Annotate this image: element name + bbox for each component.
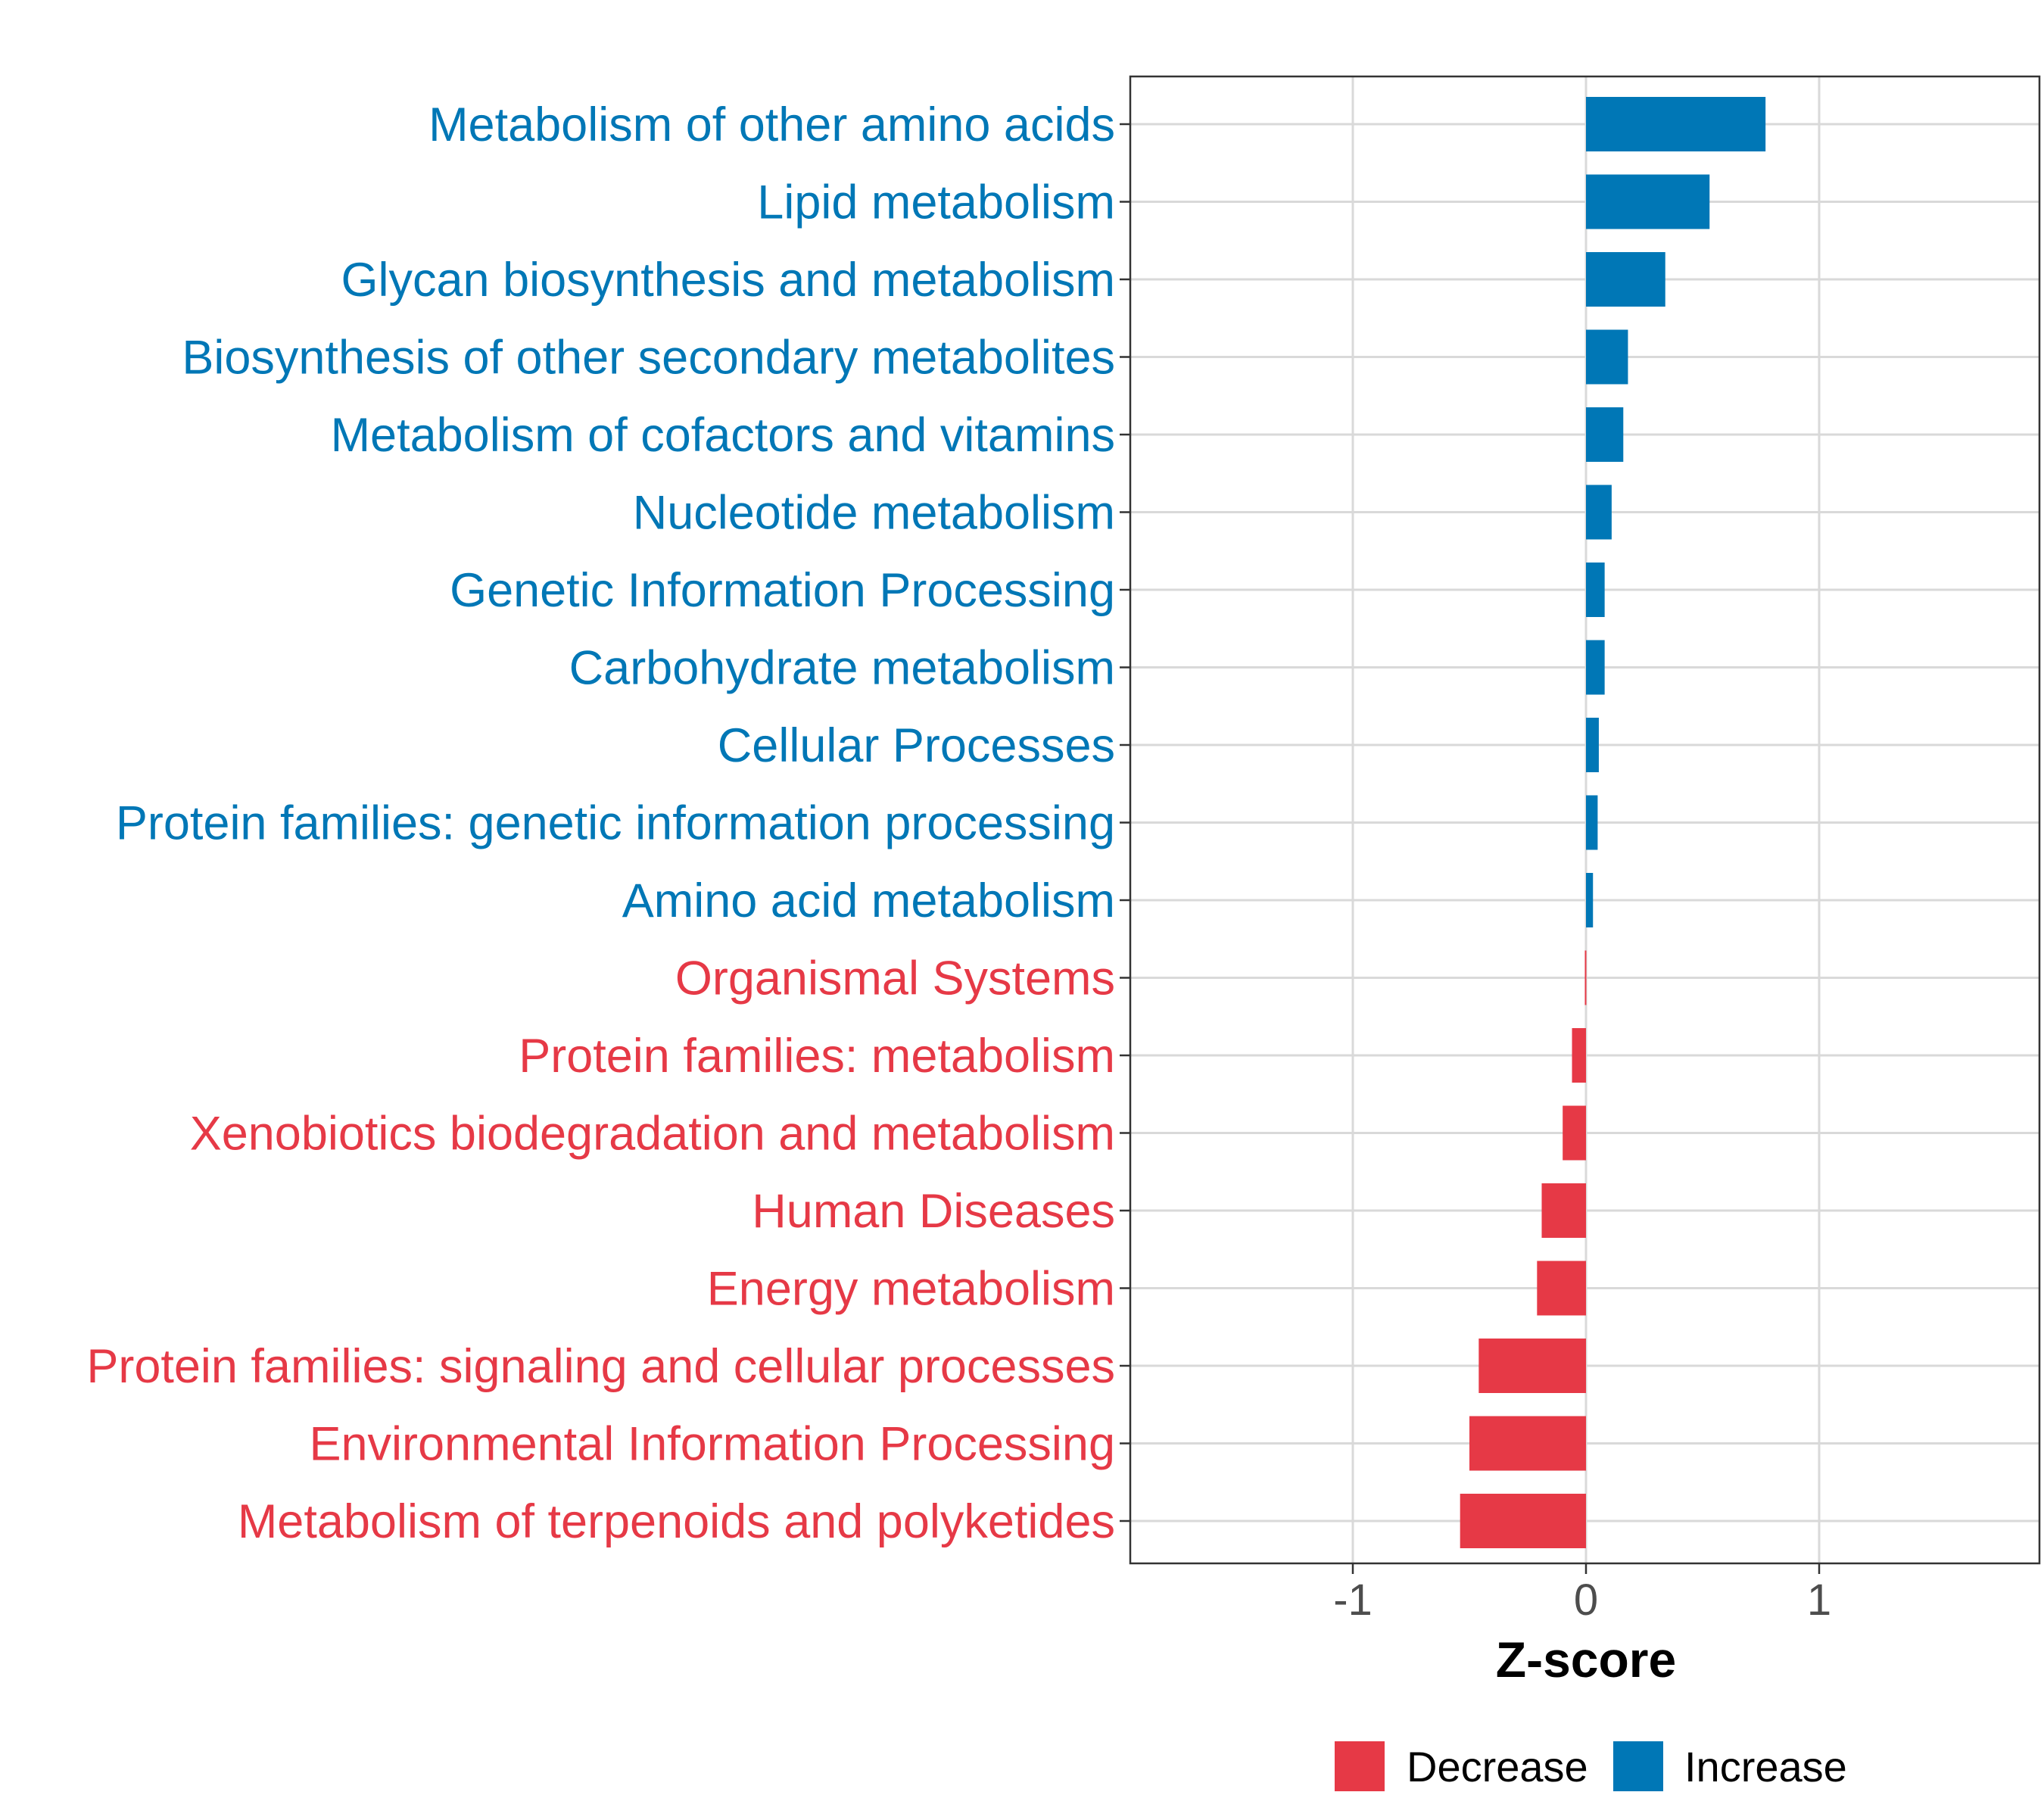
bar	[1586, 329, 1628, 385]
bar	[1586, 563, 1605, 617]
bar	[1586, 718, 1599, 772]
y-tick-label: Lipid metabolism	[757, 176, 1115, 229]
y-tick-label: Cellular Processes	[718, 719, 1115, 772]
bar	[1537, 1261, 1586, 1316]
y-tick-label: Genetic Information Processing	[450, 564, 1115, 617]
y-tick-label: Glycan biosynthesis and metabolism	[341, 254, 1116, 307]
y-tick-label: Human Diseases	[752, 1185, 1115, 1238]
bar	[1478, 1339, 1586, 1393]
x-tick-label: 1	[1807, 1575, 1831, 1625]
y-tick-label: Environmental Information Processing	[309, 1418, 1115, 1471]
bar	[1586, 97, 1766, 151]
y-axis-ticks: Metabolism of other amino acids Lipid met…	[86, 98, 1130, 1548]
plot-panel-border	[1129, 75, 2041, 1565]
y-tick-label: Metabolism of cofactors and vitamins	[331, 409, 1115, 462]
bar	[1586, 252, 1665, 307]
legend: Decrease Increase	[1335, 1741, 1847, 1791]
bar	[1584, 950, 1587, 1005]
y-tick-label: Biosynthesis of other secondary metaboli…	[182, 332, 1115, 385]
y-tick-label: Protein families: metabolism	[519, 1030, 1115, 1083]
y-tick-label: Energy metabolism	[707, 1263, 1115, 1316]
legend-label: Decrease	[1407, 1743, 1588, 1791]
y-tick-label: Metabolism of terpenoids and polyketides	[238, 1495, 1115, 1548]
x-tick-label: 0	[1574, 1575, 1598, 1625]
legend-label: Increase	[1684, 1743, 1847, 1791]
y-tick-label: Xenobiotics biodegradation and metabolis…	[190, 1108, 1115, 1161]
y-tick-label: Amino acid metabolism	[622, 874, 1115, 927]
y-tick-label: Nucleotide metabolism	[633, 487, 1115, 540]
legend-swatch	[1335, 1741, 1385, 1791]
y-tick-label: Carbohydrate metabolism	[569, 642, 1115, 695]
x-axis-title: Z-score	[1496, 1632, 1676, 1688]
bar	[1572, 1028, 1586, 1083]
x-tick-label: -1	[1333, 1575, 1373, 1625]
bar	[1469, 1416, 1586, 1471]
bar	[1563, 1105, 1586, 1161]
bar	[1586, 174, 1710, 229]
legend-swatch	[1613, 1741, 1663, 1791]
y-tick-label: Organismal Systems	[675, 952, 1115, 1005]
bar-layer	[1460, 97, 1766, 1548]
y-tick-label: Metabolism of other amino acids	[428, 98, 1115, 151]
bar	[1586, 407, 1624, 462]
bar	[1586, 873, 1594, 927]
bar	[1586, 640, 1605, 695]
bar	[1541, 1183, 1586, 1238]
x-axis-ticks: -1 0 1	[1333, 1563, 1831, 1625]
bar	[1586, 795, 1598, 850]
bar	[1586, 485, 1612, 540]
bar	[1460, 1494, 1586, 1548]
y-tick-label: Protein families: signaling and cellular…	[86, 1340, 1115, 1393]
y-tick-label: Protein families: genetic information pr…	[116, 797, 1115, 850]
